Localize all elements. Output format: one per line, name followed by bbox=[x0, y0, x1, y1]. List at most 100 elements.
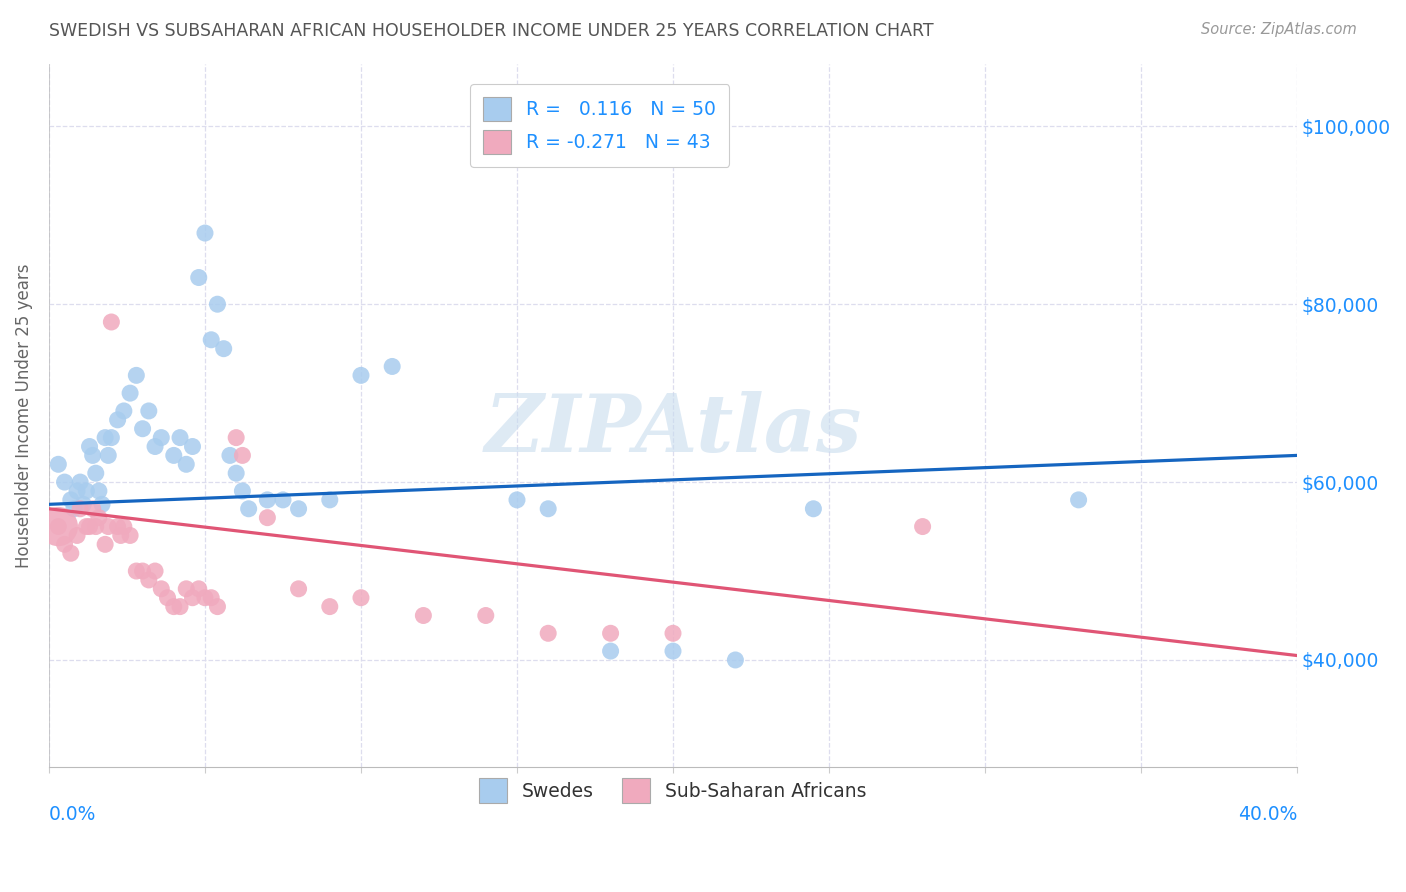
Point bbox=[662, 626, 685, 640]
Point bbox=[131, 564, 153, 578]
Point bbox=[163, 599, 186, 614]
Point bbox=[194, 591, 217, 605]
Point bbox=[207, 599, 229, 614]
Point bbox=[75, 519, 97, 533]
Point bbox=[169, 599, 191, 614]
Point bbox=[46, 458, 69, 472]
Point bbox=[94, 431, 117, 445]
Point bbox=[231, 449, 253, 463]
Point bbox=[475, 608, 498, 623]
Point bbox=[219, 449, 242, 463]
Point bbox=[69, 501, 91, 516]
Point bbox=[107, 519, 129, 533]
Point bbox=[138, 573, 160, 587]
Point bbox=[87, 510, 110, 524]
Point bbox=[82, 501, 104, 516]
Text: 0.0%: 0.0% bbox=[49, 805, 97, 824]
Point bbox=[256, 510, 278, 524]
Point bbox=[174, 582, 197, 596]
Point bbox=[112, 519, 135, 533]
Point bbox=[79, 519, 101, 533]
Point bbox=[662, 644, 685, 658]
Point bbox=[174, 458, 197, 472]
Point bbox=[803, 501, 825, 516]
Point bbox=[412, 608, 434, 623]
Point bbox=[46, 519, 69, 533]
Point bbox=[143, 564, 166, 578]
Point bbox=[66, 528, 89, 542]
Point bbox=[125, 564, 148, 578]
Point bbox=[53, 537, 76, 551]
Point bbox=[59, 492, 82, 507]
Point bbox=[100, 431, 122, 445]
Point bbox=[231, 483, 253, 498]
Point bbox=[69, 475, 91, 489]
Point bbox=[59, 546, 82, 560]
Point bbox=[66, 483, 89, 498]
Point bbox=[181, 591, 204, 605]
Point bbox=[110, 528, 132, 542]
Point bbox=[271, 492, 294, 507]
Point bbox=[212, 342, 235, 356]
Point bbox=[63, 501, 86, 516]
Point bbox=[97, 449, 120, 463]
Point bbox=[46, 519, 69, 533]
Point bbox=[1067, 492, 1090, 507]
Point bbox=[150, 431, 173, 445]
Point bbox=[200, 591, 222, 605]
Point bbox=[91, 497, 114, 511]
Point bbox=[72, 497, 94, 511]
Point bbox=[599, 626, 621, 640]
Point bbox=[911, 519, 934, 533]
Point bbox=[200, 333, 222, 347]
Point bbox=[225, 466, 247, 480]
Y-axis label: Householder Income Under 25 years: Householder Income Under 25 years bbox=[15, 263, 32, 567]
Legend: Swedes, Sub-Saharan Africans: Swedes, Sub-Saharan Africans bbox=[471, 771, 875, 810]
Point bbox=[143, 440, 166, 454]
Point bbox=[79, 440, 101, 454]
Point bbox=[238, 501, 260, 516]
Point bbox=[724, 653, 747, 667]
Point bbox=[75, 483, 97, 498]
Point bbox=[107, 413, 129, 427]
Point bbox=[194, 226, 217, 240]
Point bbox=[163, 449, 186, 463]
Point bbox=[82, 449, 104, 463]
Point bbox=[100, 315, 122, 329]
Point bbox=[287, 582, 309, 596]
Point bbox=[537, 501, 560, 516]
Point bbox=[506, 492, 529, 507]
Point bbox=[187, 270, 209, 285]
Point bbox=[125, 368, 148, 383]
Point bbox=[87, 483, 110, 498]
Point bbox=[537, 626, 560, 640]
Point bbox=[156, 591, 179, 605]
Point bbox=[169, 431, 191, 445]
Text: 40.0%: 40.0% bbox=[1237, 805, 1296, 824]
Point bbox=[112, 404, 135, 418]
Point bbox=[53, 475, 76, 489]
Point bbox=[287, 501, 309, 516]
Point bbox=[181, 440, 204, 454]
Point bbox=[138, 404, 160, 418]
Point bbox=[350, 591, 373, 605]
Point bbox=[120, 386, 142, 401]
Point bbox=[599, 644, 621, 658]
Point bbox=[187, 582, 209, 596]
Text: ZIPAtlas: ZIPAtlas bbox=[484, 391, 862, 468]
Point bbox=[150, 582, 173, 596]
Point bbox=[256, 492, 278, 507]
Point bbox=[319, 492, 342, 507]
Point bbox=[319, 599, 342, 614]
Point bbox=[84, 519, 107, 533]
Point bbox=[97, 519, 120, 533]
Text: SWEDISH VS SUBSAHARAN AFRICAN HOUSEHOLDER INCOME UNDER 25 YEARS CORRELATION CHAR: SWEDISH VS SUBSAHARAN AFRICAN HOUSEHOLDE… bbox=[49, 22, 934, 40]
Point bbox=[131, 422, 153, 436]
Point bbox=[350, 368, 373, 383]
Text: Source: ZipAtlas.com: Source: ZipAtlas.com bbox=[1201, 22, 1357, 37]
Point bbox=[94, 537, 117, 551]
Point bbox=[84, 466, 107, 480]
Point bbox=[120, 528, 142, 542]
Point bbox=[225, 431, 247, 445]
Point bbox=[381, 359, 404, 374]
